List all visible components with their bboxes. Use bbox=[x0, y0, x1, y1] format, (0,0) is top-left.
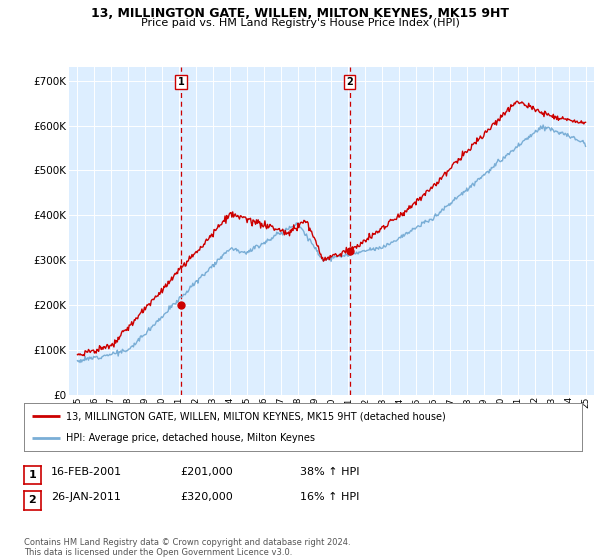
Text: 38% ↑ HPI: 38% ↑ HPI bbox=[300, 466, 359, 477]
Text: 16-FEB-2001: 16-FEB-2001 bbox=[51, 466, 122, 477]
Text: £320,000: £320,000 bbox=[180, 492, 233, 502]
Text: 13, MILLINGTON GATE, WILLEN, MILTON KEYNES, MK15 9HT: 13, MILLINGTON GATE, WILLEN, MILTON KEYN… bbox=[91, 7, 509, 20]
Text: 2: 2 bbox=[346, 77, 353, 87]
Text: Contains HM Land Registry data © Crown copyright and database right 2024.
This d: Contains HM Land Registry data © Crown c… bbox=[24, 538, 350, 557]
Text: Price paid vs. HM Land Registry's House Price Index (HPI): Price paid vs. HM Land Registry's House … bbox=[140, 18, 460, 28]
Text: 26-JAN-2011: 26-JAN-2011 bbox=[51, 492, 121, 502]
Text: 1: 1 bbox=[178, 77, 184, 87]
Text: £201,000: £201,000 bbox=[180, 466, 233, 477]
Text: HPI: Average price, detached house, Milton Keynes: HPI: Average price, detached house, Milt… bbox=[66, 433, 315, 443]
Text: 1: 1 bbox=[29, 470, 36, 480]
Text: 16% ↑ HPI: 16% ↑ HPI bbox=[300, 492, 359, 502]
Text: 13, MILLINGTON GATE, WILLEN, MILTON KEYNES, MK15 9HT (detached house): 13, MILLINGTON GATE, WILLEN, MILTON KEYN… bbox=[66, 411, 446, 421]
Text: 2: 2 bbox=[29, 496, 36, 505]
